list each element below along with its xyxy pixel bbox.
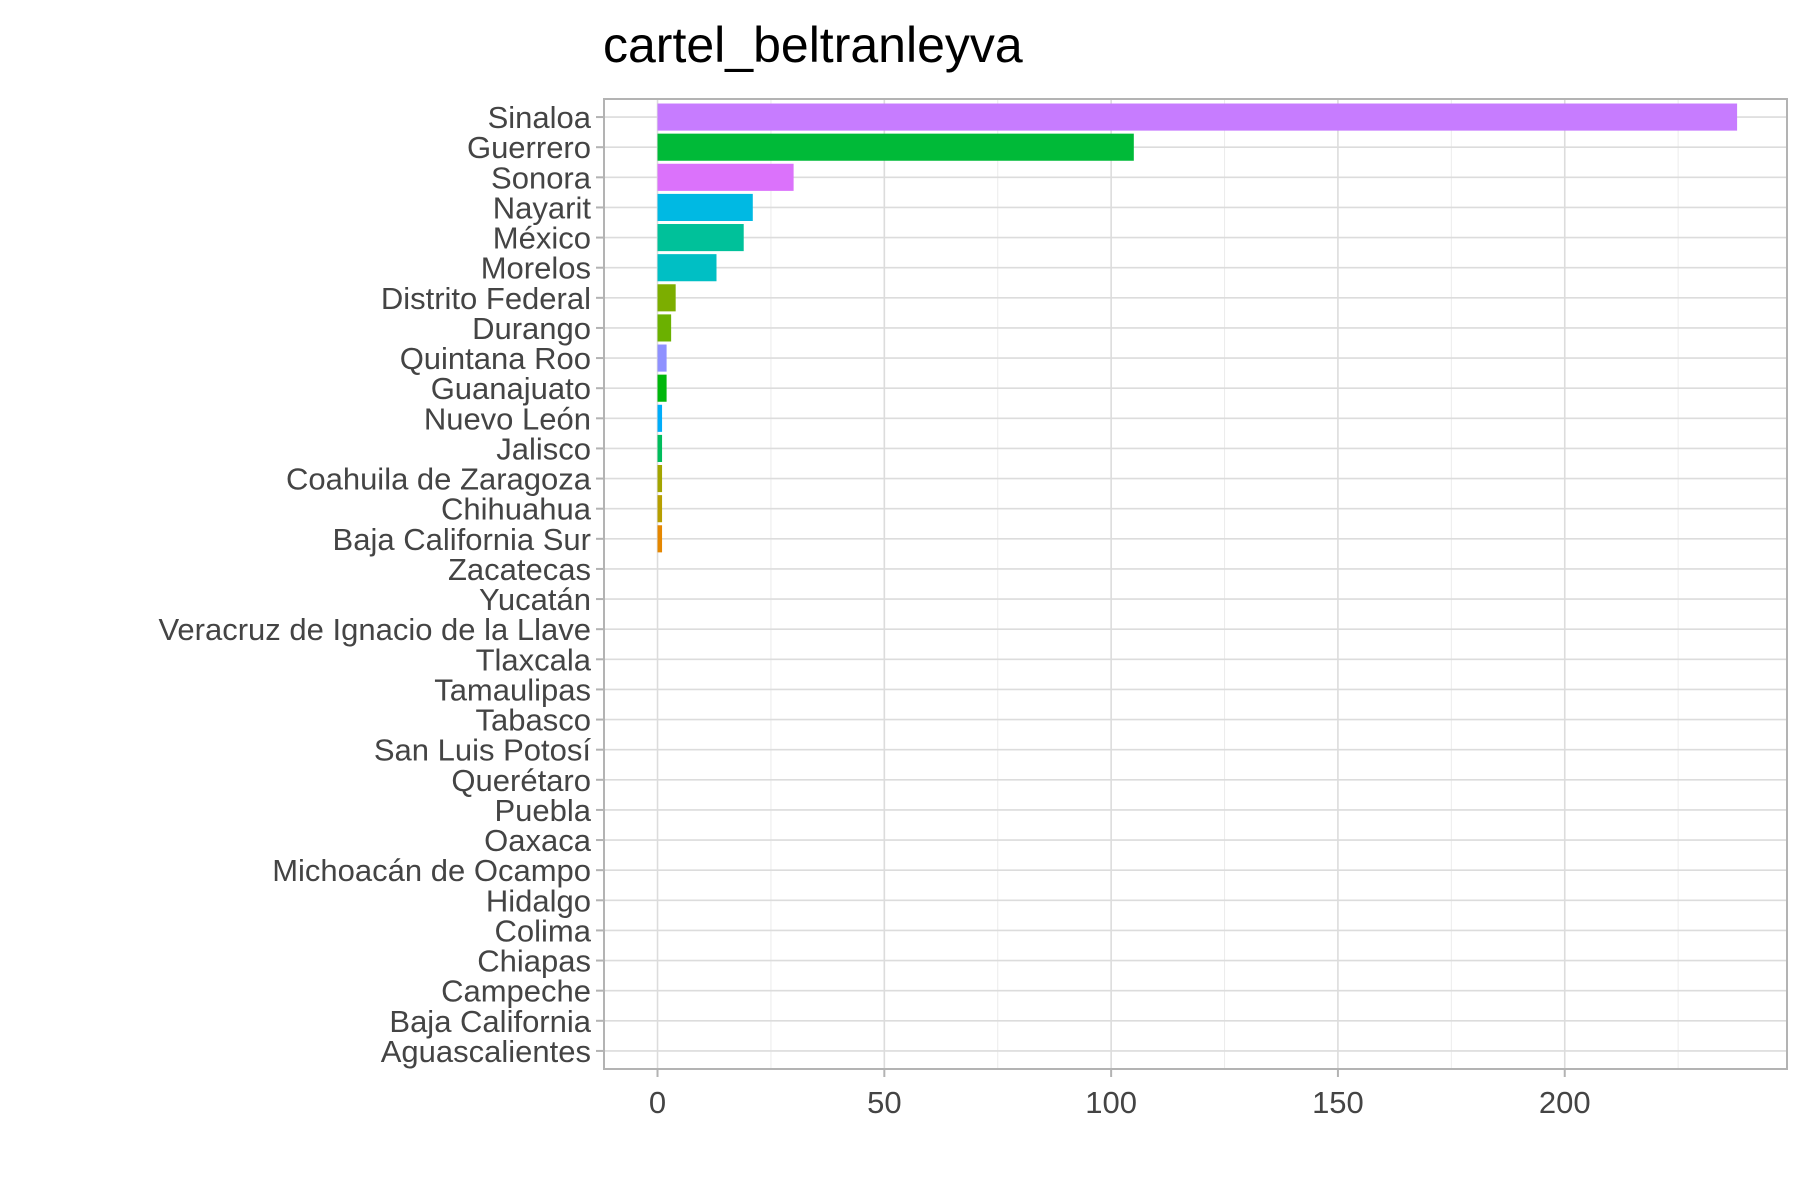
- chart-title: cartel_beltranleyva: [603, 17, 1023, 73]
- bar: [657, 133, 1134, 161]
- bar: [657, 525, 663, 553]
- bar: [657, 434, 663, 462]
- category-label: Jalisco: [496, 431, 591, 466]
- category-label: Sonora: [491, 160, 592, 195]
- category-label: Guerrero: [467, 130, 591, 165]
- grid-lines: [604, 99, 1787, 1069]
- x-axis: 0 50 100 150 200: [649, 1069, 1591, 1120]
- category-label: Aguascalientes: [381, 1034, 591, 1069]
- category-label: Coahuila de Zaragoza: [286, 462, 592, 497]
- category-label: Hidalgo: [486, 883, 591, 918]
- category-label: Durango: [472, 311, 591, 346]
- category-label: Tamaulipas: [434, 672, 591, 707]
- category-label: Sinaloa: [488, 100, 592, 135]
- category-label: Quintana Roo: [400, 341, 591, 376]
- category-label: México: [493, 221, 591, 256]
- category-label: Distrito Federal: [381, 281, 591, 316]
- category-label: Tlaxcala: [476, 642, 592, 677]
- x-tick-label: 0: [649, 1085, 666, 1120]
- category-label: Baja California: [389, 1004, 591, 1039]
- bar: [657, 374, 667, 402]
- category-label: Guanajuato: [431, 371, 591, 406]
- category-label: Tabasco: [476, 703, 591, 738]
- category-label: Veracruz de Ignacio de la Llave: [158, 612, 591, 647]
- category-label: Nuevo León: [424, 401, 591, 436]
- bar: [657, 254, 717, 282]
- category-label: San Luis Potosí: [374, 733, 592, 768]
- plot-panel-border: [603, 98, 1788, 1070]
- bar: [657, 465, 663, 493]
- category-label: Baja California Sur: [333, 522, 591, 557]
- category-label: Michoacán de Ocampo: [272, 853, 591, 888]
- bar: [657, 103, 1738, 131]
- bars: [657, 103, 1738, 553]
- category-label: Morelos: [481, 251, 591, 286]
- category-label: Zacatecas: [448, 552, 591, 587]
- category-label: Puebla: [494, 793, 591, 828]
- bar: [657, 193, 753, 222]
- category-label: Oaxaca: [484, 823, 592, 858]
- bar: [657, 314, 672, 342]
- bar: [657, 224, 744, 252]
- bar: [657, 163, 794, 191]
- category-label: Nayarit: [493, 190, 592, 225]
- x-tick-label: 100: [1085, 1085, 1137, 1120]
- x-tick-label: 50: [867, 1085, 901, 1120]
- category-label: Chiapas: [477, 944, 591, 979]
- bar: [657, 495, 663, 523]
- bar: [657, 284, 676, 312]
- category-label: Yucatán: [479, 582, 591, 617]
- category-label: Campeche: [441, 974, 591, 1009]
- bar: [657, 404, 663, 432]
- bar: [657, 344, 667, 372]
- category-label: Chihuahua: [441, 492, 592, 527]
- x-tick-label: 200: [1539, 1085, 1591, 1120]
- category-label: Colima: [495, 913, 592, 948]
- category-label: Querétaro: [451, 763, 591, 798]
- y-axis: SinaloaGuerreroSonoraNayaritMéxicoMorelo…: [158, 100, 604, 1069]
- x-tick-label: 150: [1312, 1085, 1364, 1120]
